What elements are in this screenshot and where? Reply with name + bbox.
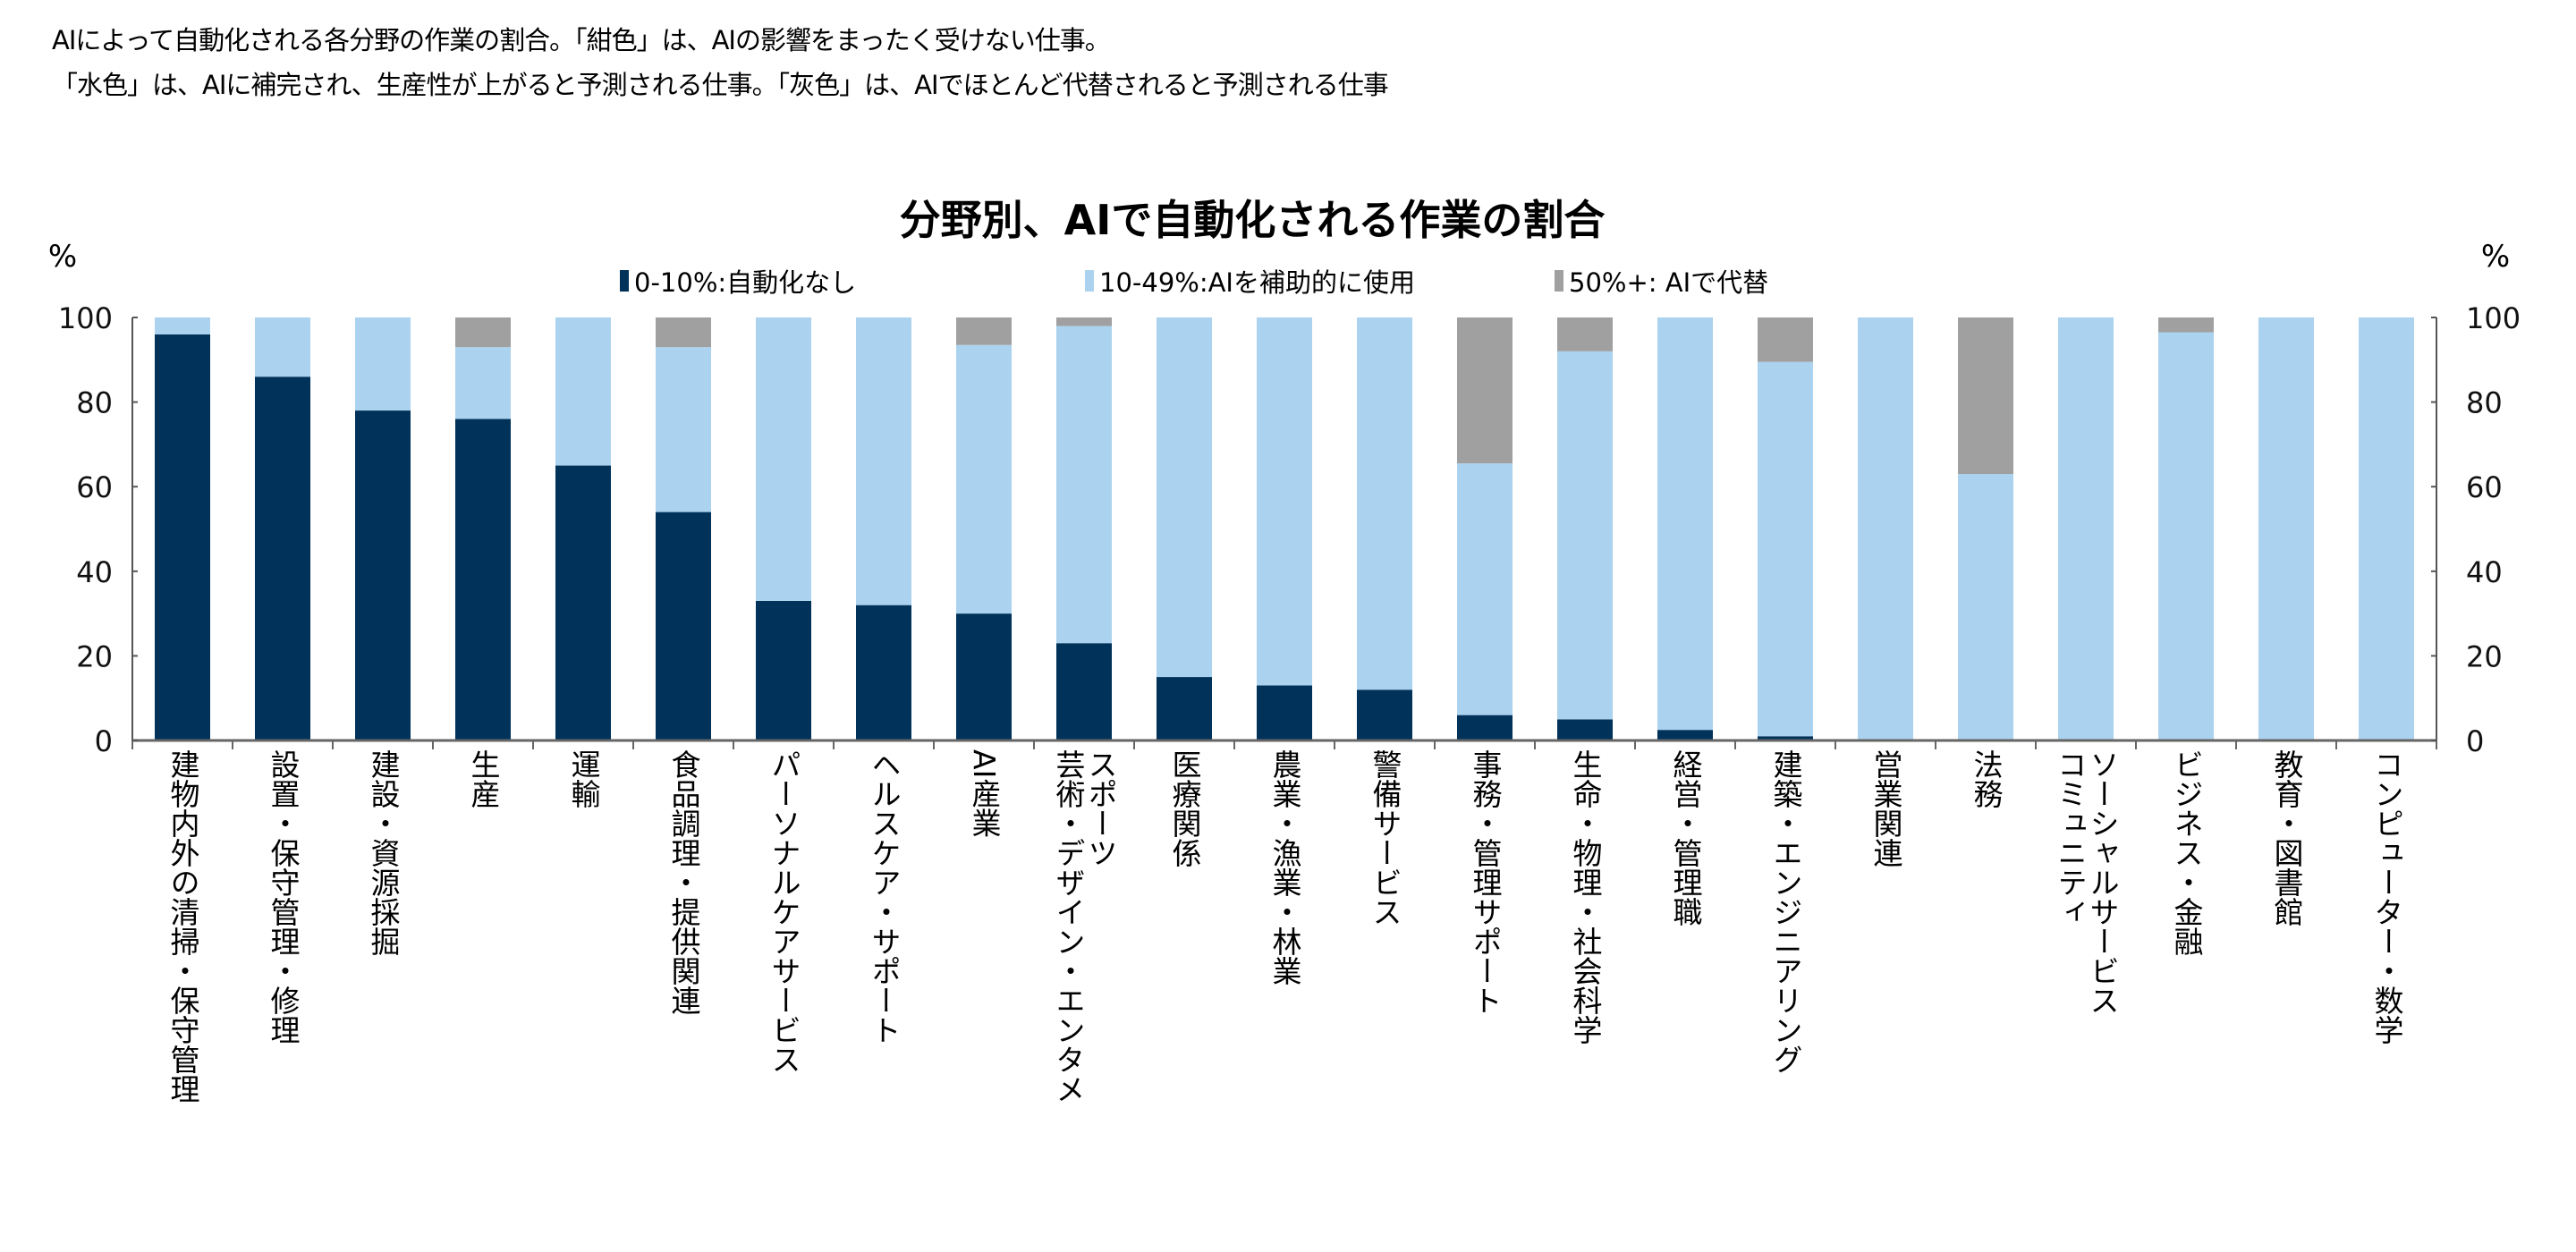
x-tick-label: スポーツ 芸術・デザイン・エンタメ [1051, 749, 1118, 1104]
y-tick-label-right: 60 [2466, 470, 2503, 504]
bar-segment-1 [1758, 736, 1813, 740]
bar-segment-2 [455, 347, 511, 419]
y-tick-label-right: 100 [2466, 301, 2521, 335]
bar-segment-2 [255, 317, 310, 377]
x-tick-label: 建設・資源採掘 [366, 749, 401, 956]
legend-label-3: 50%+: AIで代替 [1569, 267, 1768, 298]
x-tick-label: 法務 [1969, 749, 2004, 808]
x-tick-label: 建物内外の清掃・保守管理 [165, 749, 200, 1104]
bar-segment-2 [2158, 332, 2214, 740]
bar-segment-2 [355, 317, 411, 411]
x-tick-label: 事務・管理サポート [1468, 749, 1503, 1015]
bar-segment-3 [1457, 317, 1513, 464]
bar-segment-1 [1157, 677, 1212, 740]
bar-segment-2 [1758, 361, 1813, 737]
bar-segment-2 [1157, 317, 1212, 678]
bar-segment-1 [1257, 685, 1312, 740]
bar-segment-2 [1958, 474, 2013, 740]
bar-segment-2 [756, 317, 811, 601]
chart-title: 分野別、AIで自動化される作業の割合 [900, 196, 1606, 244]
legend-swatch-1 [620, 270, 629, 292]
bar-segment-1 [1657, 730, 1713, 740]
bar-segment-3 [1758, 317, 1813, 362]
legend-label-1: 0-10%:自動化なし [634, 267, 856, 298]
x-tick-label: 医療関係 [1167, 749, 1202, 867]
x-tick-label: 生産 [466, 749, 501, 808]
bar-segment-3 [956, 317, 1012, 345]
bar-segment-3 [1557, 317, 1613, 351]
bar-segment-2 [1257, 317, 1312, 686]
y-tick-label-left: 60 [76, 470, 113, 504]
x-tick-label: 設置・保守管理・修理 [266, 749, 301, 1045]
bar-segment-2 [856, 317, 911, 605]
x-tick-label: 営業関連 [1868, 749, 1903, 867]
y-tick-label-left: 40 [76, 555, 113, 589]
legend-swatch-3 [1555, 270, 1563, 292]
bar-segment-1 [555, 465, 611, 740]
y-tick-label-right: 80 [2466, 386, 2503, 420]
bar-segment-1 [956, 613, 1012, 740]
y-tick-label-right: 20 [2466, 639, 2503, 673]
bar-segment-1 [155, 334, 210, 740]
x-tick-label: 建築・エンジニアリング [1768, 749, 1803, 1074]
bar-segment-2 [2058, 317, 2114, 740]
y-tick-label-left: 80 [76, 386, 113, 420]
bars [155, 317, 2414, 740]
legend: 0-10%:自動化なし 10-49%:AIを補助的に使用 50%+: AIで代替 [620, 267, 1768, 298]
x-tick-label: ヘルスケア・サポート [867, 749, 902, 1045]
description-line-2: 「水色」は、AIに補完され、生産性が上がると予測される仕事。「灰色」は、AIでほ… [52, 70, 1389, 100]
y-tick-label-left: 100 [58, 301, 113, 335]
bar-segment-3 [2158, 317, 2214, 333]
x-tick-label: 警備サービス [1368, 749, 1402, 926]
bar-segment-2 [1056, 326, 1112, 644]
x-tick-label: ビジネス・金融 [2169, 749, 2204, 956]
bar-segment-1 [1357, 689, 1412, 740]
x-tick-label: パーソナルケアサービス [767, 749, 801, 1074]
bar-segment-1 [656, 512, 711, 740]
x-tick-label: コンピューター・数学 [2369, 749, 2404, 1045]
x-tick-label: 経営・管理職 [1668, 749, 1703, 926]
bar-segment-2 [956, 344, 1012, 614]
bar-segment-2 [1858, 317, 1913, 740]
x-tick-label: 農業・漁業・林業 [1267, 749, 1302, 986]
bar-segment-2 [1557, 351, 1613, 720]
bar-segment-1 [255, 376, 310, 740]
y-tick-label-left: 0 [95, 724, 113, 758]
x-tick-label: 教育・図書館 [2269, 749, 2304, 926]
axes: 0 0 20 20 40 40 60 60 80 80 100 100 [58, 301, 2521, 758]
bar-segment-2 [155, 317, 210, 334]
bar-segment-2 [2359, 317, 2414, 740]
bar-segment-3 [1958, 317, 2013, 475]
bar-segment-2 [656, 347, 711, 512]
x-tick-label: ソーシャルサービス コミュニティ [2053, 749, 2120, 1015]
legend-swatch-2 [1085, 270, 1094, 292]
y-tick-label-left: 20 [76, 639, 113, 673]
y-tick-label-right: 0 [2466, 724, 2484, 758]
x-tick-label: AI産業 [967, 749, 1002, 838]
y-axis-label-right: % [2481, 239, 2510, 275]
bar-segment-1 [355, 410, 411, 740]
bar-segment-1 [455, 419, 511, 740]
legend-label-2: 10-49%:AIを補助的に使用 [1099, 267, 1415, 298]
x-tick-label: 運輸 [566, 749, 601, 808]
bar-segment-1 [1056, 643, 1112, 740]
x-tick-label: 食品調理・提供関連 [666, 749, 701, 1015]
bar-segment-2 [1657, 317, 1713, 731]
y-tick-label-right: 40 [2466, 555, 2503, 589]
bar-segment-2 [2258, 317, 2314, 740]
bar-segment-2 [1457, 463, 1513, 715]
bar-segment-1 [756, 600, 811, 740]
x-tick-label: 生命・物理・社会科学 [1568, 749, 1603, 1045]
bar-segment-3 [1056, 317, 1112, 326]
bar-segment-2 [1357, 317, 1412, 690]
bar-segment-3 [455, 317, 511, 348]
bar-segment-2 [555, 317, 611, 466]
bar-segment-3 [656, 317, 711, 348]
description-line-1: AIによって自動化される各分野の作業の割合。「紺色」は、AIの影響をまったく受け… [52, 25, 1111, 55]
y-axis-label-left: % [48, 239, 77, 275]
bar-segment-1 [856, 605, 911, 740]
bar-segment-1 [1457, 715, 1513, 740]
bar-segment-1 [1557, 719, 1613, 740]
